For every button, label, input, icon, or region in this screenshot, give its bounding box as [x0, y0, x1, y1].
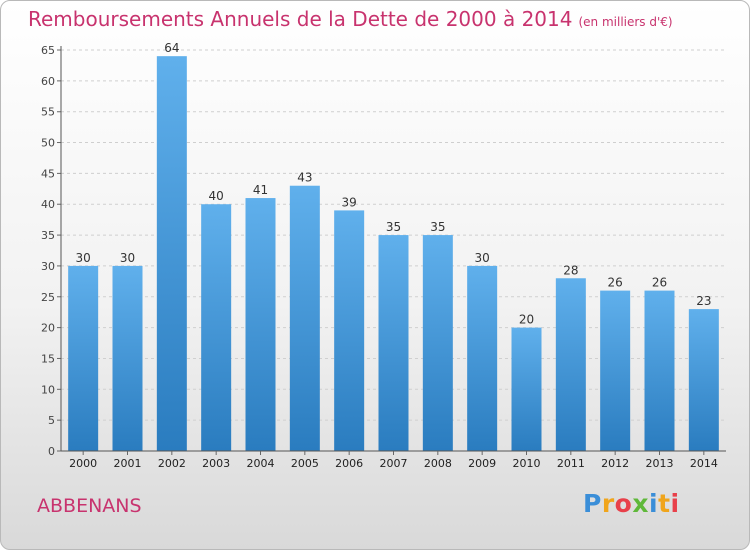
y-tick-label: 60: [41, 75, 55, 88]
x-tick-label: 2006: [335, 457, 363, 470]
x-tick-label: 2004: [247, 457, 275, 470]
y-tick-label: 35: [41, 229, 55, 242]
x-tick-label: 2002: [158, 457, 186, 470]
bar-value-label: 26: [652, 276, 667, 290]
x-tick-label: 2010: [513, 457, 541, 470]
bar-value-label: 40: [209, 189, 224, 203]
axes-group: 0 5 10 15 20 25 30 35 40 45 50 55 60 65 2000 2001 2002 20…: [41, 44, 726, 470]
bar-value-label: 43: [297, 171, 312, 185]
bar-value-label: 35: [430, 220, 445, 234]
bar: [201, 204, 232, 451]
bar: [334, 210, 365, 451]
bar: [467, 265, 498, 451]
logo-letter: P: [583, 489, 602, 518]
bar-value-label: 35: [386, 220, 401, 234]
x-tick-label: 2001: [114, 457, 142, 470]
bar: [600, 290, 631, 451]
x-tick-label: 2007: [380, 457, 408, 470]
bar-value-label: 20: [519, 313, 534, 327]
bar: [156, 56, 187, 452]
y-tick-label: 0: [48, 445, 55, 458]
y-tick-label: 50: [41, 137, 55, 150]
y-tick-label: 65: [41, 44, 55, 57]
y-tick-label: 40: [41, 198, 55, 211]
bar-value-label: 30: [76, 251, 91, 265]
x-tick-label: 2012: [601, 457, 629, 470]
logo-letter: x: [632, 489, 649, 518]
bar: [378, 235, 409, 451]
bar: [555, 278, 586, 451]
chart-title-text: Remboursements Annuels de la Dette de 20…: [28, 7, 573, 31]
bar: [245, 198, 276, 451]
x-tick-label: 2014: [690, 457, 718, 470]
bar-value-label: 30: [120, 251, 135, 265]
y-tick-label: 20: [41, 322, 55, 335]
bar-value-label: 64: [164, 41, 179, 55]
bar: [511, 327, 542, 451]
y-tick-label: 45: [41, 167, 55, 180]
bar: [68, 265, 99, 451]
y-tick-label: 10: [41, 383, 55, 396]
bar-value-label: 30: [475, 251, 490, 265]
x-tick-label: 2000: [69, 457, 97, 470]
bar-value-label: 28: [563, 263, 578, 277]
x-tick-label: 2013: [646, 457, 674, 470]
bar-value-label: 39: [342, 195, 357, 209]
bar-value-label: 26: [608, 276, 623, 290]
logo-letter: o: [614, 489, 633, 518]
commune-name: ABBENANS: [37, 495, 142, 517]
bars-group: 30 30 64 40 41 43 39 35 35 30 20 28 26 26 23: [68, 41, 719, 452]
x-tick-label: 2011: [557, 457, 585, 470]
y-tick-label: 15: [41, 352, 55, 365]
proxiti-logo: Proxiti: [583, 489, 680, 518]
logo-letter: i: [649, 489, 659, 518]
x-tick-label: 2009: [468, 457, 496, 470]
y-tick-label: 55: [41, 106, 55, 119]
bar: [688, 309, 719, 451]
bar: [112, 265, 143, 451]
chart-title: Remboursements Annuels de la Dette de 20…: [28, 7, 673, 31]
bar: [422, 235, 453, 451]
x-tick-label: 2005: [291, 457, 319, 470]
x-tick-label: 2008: [424, 457, 452, 470]
y-tick-label: 30: [41, 260, 55, 273]
logo-letter: i: [670, 489, 680, 518]
bar: [644, 290, 675, 451]
x-tick-label: 2003: [202, 457, 230, 470]
y-tick-label: 25: [41, 291, 55, 304]
logo-letter: t: [658, 489, 671, 518]
bar: [289, 185, 320, 451]
logo-letter: r: [601, 489, 615, 518]
y-tick-label: 5: [48, 414, 55, 427]
bar-value-label: 41: [253, 183, 268, 197]
chart-subtitle: (en milliers d'€): [578, 15, 673, 29]
bar-value-label: 23: [696, 294, 711, 308]
